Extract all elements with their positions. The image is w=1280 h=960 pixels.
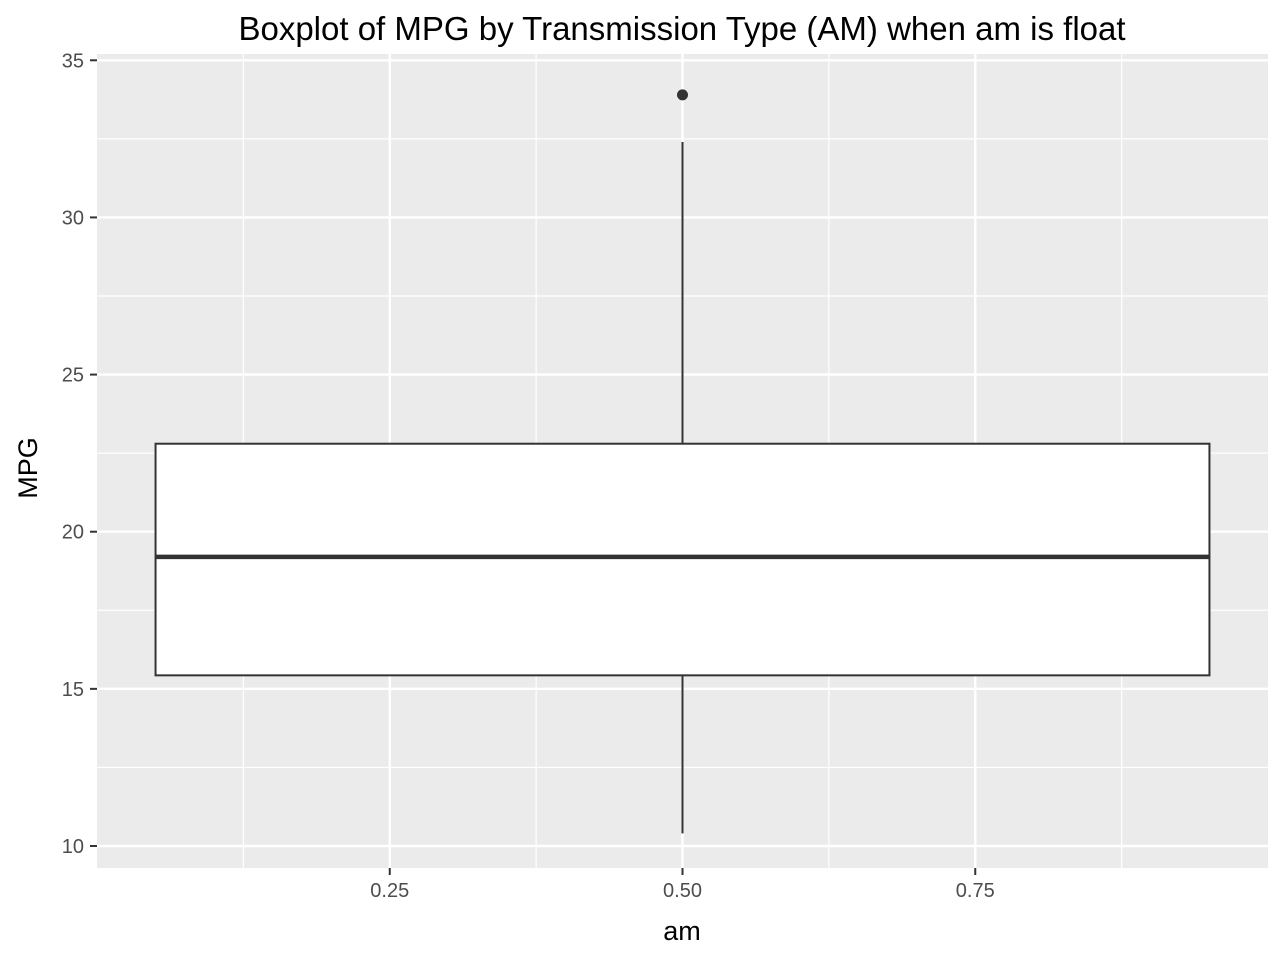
chart-title: Boxplot of MPG by Transmission Type (AM)…	[238, 10, 1125, 47]
x-tick-label: 0.75	[956, 880, 995, 902]
x-tick-label: 0.50	[663, 880, 702, 902]
y-axis-label: MPG	[13, 437, 43, 499]
outlier-point	[677, 89, 688, 101]
y-axis: 10 15 20 25 30 35	[62, 50, 97, 858]
box-marks	[154, 89, 1211, 834]
y-tick-label: 35	[62, 50, 84, 72]
x-axis: 0.25 0.50 0.75	[370, 868, 995, 902]
y-tick-label: 20	[62, 522, 84, 544]
y-tick-label: 25	[62, 365, 84, 387]
y-tick-label: 15	[62, 679, 84, 701]
x-axis-label: am	[663, 916, 701, 946]
y-tick-label: 10	[62, 836, 84, 858]
y-tick-label: 30	[62, 207, 84, 229]
x-tick-label: 0.25	[370, 880, 409, 902]
box-iqr	[154, 442, 1211, 677]
